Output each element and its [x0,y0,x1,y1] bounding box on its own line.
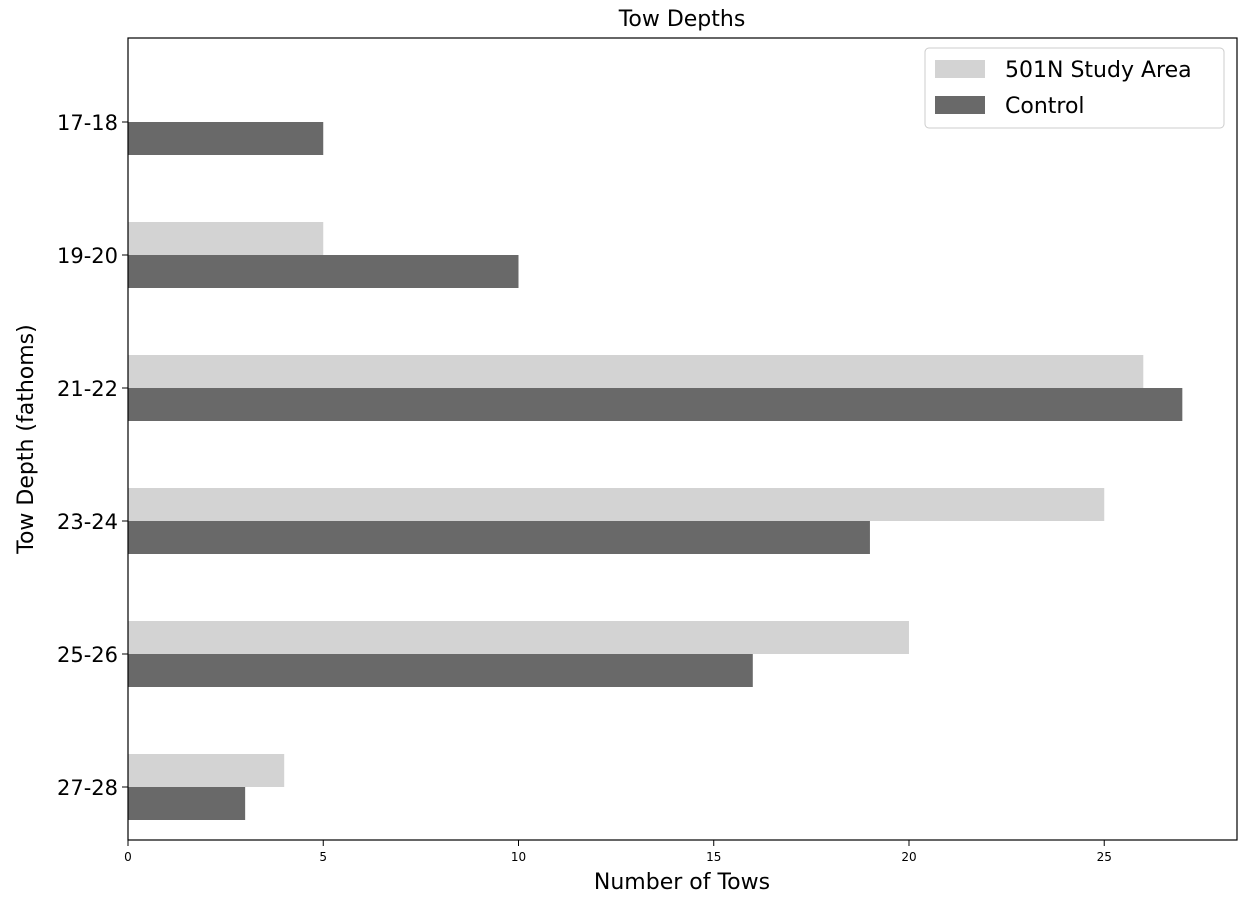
plot-frame [127,37,1238,841]
chart-title: Tow Depths [618,7,746,32]
legend-swatch-control [935,96,985,114]
bar-control-23-24 [128,521,870,554]
legend-label-study-area: 501N Study Area [1005,58,1192,83]
bar-study-area-21-22 [128,355,1144,388]
bar-study-area-23-24 [128,488,1105,521]
x-tick-label: 10 [511,850,526,864]
y-axis-label: Tow Depth (fathoms) [14,324,39,554]
legend-swatch-study-area [935,60,985,78]
bar-study-area-25-26 [128,621,909,654]
bar-study-area-27-28 [128,754,285,787]
bar-control-27-28 [128,787,246,820]
legend: 501N Study Area Control [924,47,1225,129]
legend-label-control: Control [1005,94,1085,119]
x-tick-label: 20 [901,850,916,864]
y-tick-label: 21-22 [57,377,118,401]
y-tick-label: 19-20 [57,244,118,268]
bars-layer [128,122,1183,820]
x-tick-label: 5 [319,850,327,864]
x-axis-ticks: 0 5 10 15 20 25 [124,840,1112,864]
y-tick-label: 23-24 [57,510,118,534]
x-tick-label: 0 [124,850,132,864]
y-axis-ticks: 17-18 19-20 21-22 23-24 25-26 27-28 [57,111,128,800]
y-tick-label: 17-18 [57,111,118,135]
y-tick-label: 27-28 [57,776,118,800]
bar-control-17-18 [128,122,324,155]
bar-control-19-20 [128,255,519,288]
x-axis-label: Number of Tows [594,870,770,895]
y-tick-label: 25-26 [57,643,118,667]
x-tick-label: 25 [1097,850,1112,864]
x-tick-label: 15 [706,850,721,864]
bar-control-21-22 [128,388,1183,421]
bar-study-area-19-20 [128,222,324,255]
legend-box [924,47,1225,129]
bar-control-25-26 [128,654,753,687]
